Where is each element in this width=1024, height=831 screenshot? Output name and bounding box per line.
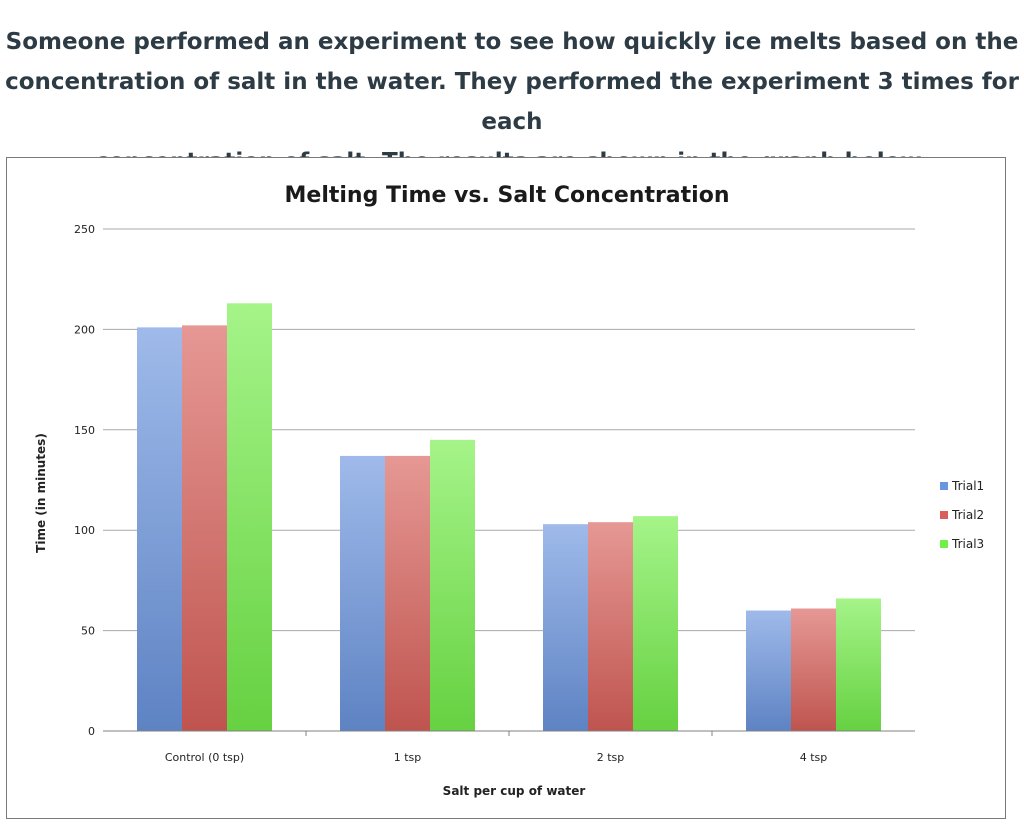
legend: Trial1 Trial2 Trial3 <box>940 479 984 551</box>
legend-label-trial2: Trial2 <box>951 508 984 522</box>
y-tick-label: 0 <box>88 725 95 738</box>
legend-swatch-trial2 <box>940 511 948 519</box>
y-tick-label: 250 <box>74 223 95 236</box>
question-line-1: Someone performed an experiment to see h… <box>5 29 1019 55</box>
bar-trial1-4 <box>746 610 791 731</box>
bar-trial1-1 <box>137 327 182 731</box>
bar-trial2-2 <box>385 455 430 731</box>
y-tick-label: 100 <box>74 524 95 537</box>
question-line-2: concentration of salt in the water. They… <box>5 69 1019 135</box>
x-tick-label: 1 tsp <box>394 751 422 764</box>
y-tick-label: 150 <box>74 424 95 437</box>
y-tick-label: 50 <box>81 625 95 638</box>
legend-swatch-trial1 <box>940 482 948 490</box>
bar-trial3-4 <box>836 598 881 731</box>
bar-trial3-2 <box>430 439 475 731</box>
bars <box>137 303 881 731</box>
x-tick-label: 4 tsp <box>800 751 828 764</box>
x-tick-label: Control (0 tsp) <box>165 751 244 764</box>
x-tick-label: 2 tsp <box>597 751 625 764</box>
legend-label-trial3: Trial3 <box>951 537 984 551</box>
chart-title: Melting Time vs. Salt Concentration <box>285 183 730 208</box>
legend-label-trial1: Trial1 <box>951 479 984 493</box>
bar-trial2-4 <box>791 608 836 731</box>
bar-trial1-3 <box>543 524 588 731</box>
bar-trial1-2 <box>340 455 385 731</box>
bar-trial2-3 <box>588 522 633 731</box>
chart-frame: Melting Time vs. Salt Concentration 0 50 1… <box>6 157 1006 819</box>
bar-trial3-1 <box>227 303 272 731</box>
bar-chart: Melting Time vs. Salt Concentration 0 50 1… <box>34 183 984 798</box>
legend-swatch-trial3 <box>940 540 948 548</box>
x-axis-title: Salt per cup of water <box>443 784 586 798</box>
bar-trial2-1 <box>182 325 227 731</box>
y-axis-title: Time (in minutes) <box>34 433 48 553</box>
axes: 0 50 100 150 200 250 Control (0 tsp) 1 tsp 2 tsp… <box>74 223 915 764</box>
bar-trial3-3 <box>633 516 678 731</box>
y-tick-label: 200 <box>74 323 95 336</box>
